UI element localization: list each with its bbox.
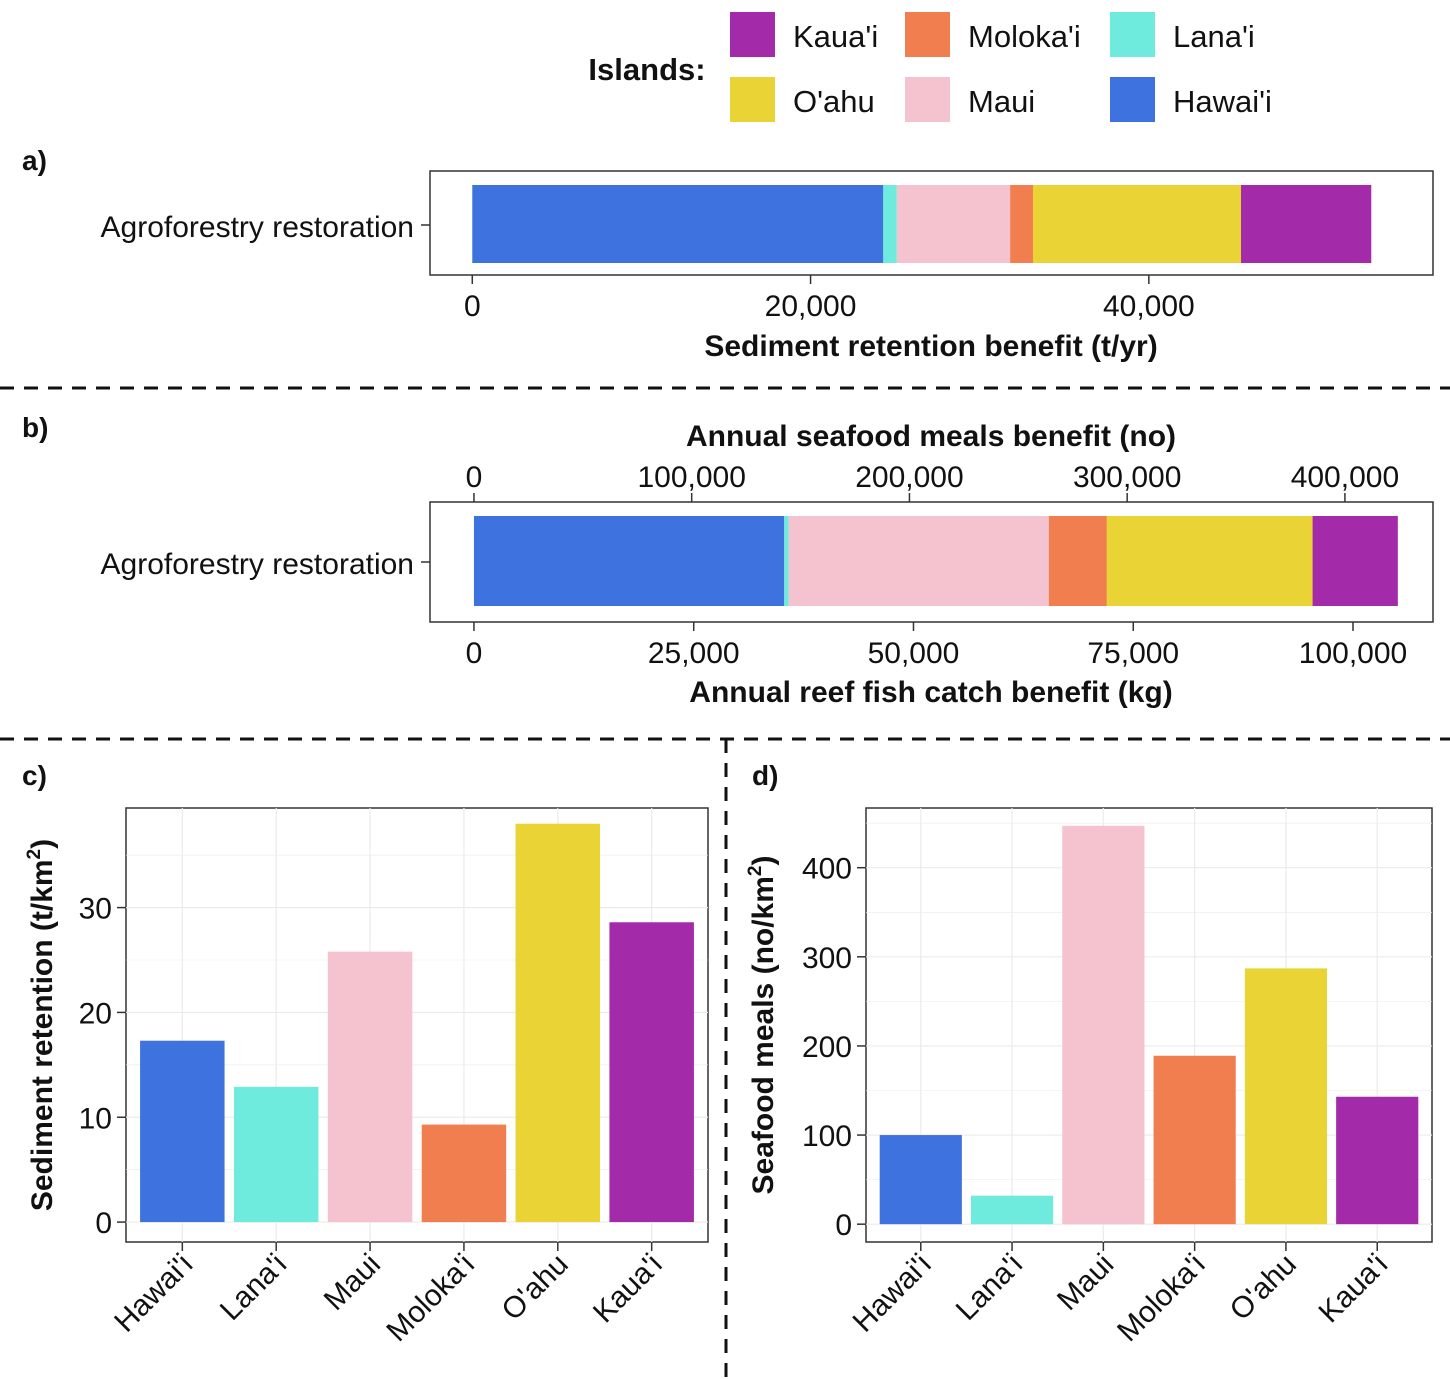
panel-d-ytick-label: 300 — [802, 942, 852, 975]
panel-c-bar-kaua-i — [609, 922, 694, 1223]
panel-label-b: b) — [22, 412, 48, 443]
panel-b-xlabel: Annual reef fish catch benefit (kg) — [689, 676, 1172, 709]
panel-d-xtick-label-lana-i: Lana'i — [950, 1248, 1029, 1327]
panel-c-ylabel-end: ) — [26, 839, 59, 849]
legend-key-moloka-i — [905, 12, 950, 57]
panel-a-bar-moloka-i — [1010, 185, 1033, 263]
panel-b-xtick-label: 0 — [466, 637, 483, 670]
panel-c-xtick-label-lana-i: Lana'i — [214, 1248, 293, 1327]
legend-key-lana-i — [1110, 12, 1155, 57]
panel-c-xtick-label-o-ahu: O'ahu — [495, 1248, 574, 1327]
panel-d-xtick-label-maui: Maui — [1051, 1248, 1120, 1317]
legend-key-o-ahu — [730, 77, 775, 122]
panel-a-bar-lana-i — [883, 185, 897, 263]
panel-d-bar-o-ahu — [1244, 968, 1328, 1225]
panel-b-bar-lana-i — [784, 516, 789, 606]
panel-c-xtick-label-moloka-i: Moloka'i — [380, 1248, 480, 1348]
panel-c-ylabel: Sediment retention (t/km2) — [24, 839, 59, 1211]
legend-label-hawai-i: Hawai'i — [1173, 84, 1272, 119]
panel-c-xtick-label-kaua-i: Kaua'i — [587, 1248, 669, 1330]
panel-b-top-tick-label: 200,000 — [855, 461, 963, 494]
panel-c-bar-o-ahu — [515, 823, 601, 1223]
panel-b-xtick-label: 100,000 — [1299, 637, 1407, 670]
panel-c-xtick-label-maui: Maui — [318, 1248, 387, 1317]
panel-d-ytick-label: 200 — [802, 1031, 852, 1064]
panel-d-ylabel-main: Seafood meals (no/km — [747, 876, 780, 1194]
legend-title: Islands: — [588, 52, 705, 87]
panel-c-bar-maui — [327, 951, 413, 1223]
panel-b-top-tick-label: 0 — [466, 461, 483, 494]
panel-a-xtick-label: 40,000 — [1103, 290, 1195, 323]
panel-c-ylabel-sup: 2 — [24, 849, 45, 860]
panel-d-bar-kaua-i — [1336, 1096, 1419, 1225]
panel-d-bar-lana-i — [970, 1195, 1054, 1225]
panel-c-bar-lana-i — [233, 1086, 319, 1223]
panel-c-ytick-label: 20 — [79, 997, 112, 1030]
panel-b-top-tick-label: 400,000 — [1291, 461, 1399, 494]
panel-b-bar-hawai-i — [473, 516, 785, 606]
panel-label-c: c) — [22, 760, 47, 791]
panel-c-ytick-label: 10 — [79, 1102, 112, 1135]
panel-b-xtick-label: 25,000 — [648, 637, 740, 670]
panel-c-ylabel-main: Sediment retention (t/km — [26, 859, 59, 1211]
panel-a-bar-maui — [896, 185, 1011, 263]
panel-c-ytick-label: 30 — [79, 893, 112, 926]
panel-d-xtick-label-moloka-i: Moloka'i — [1111, 1248, 1211, 1348]
panel-d-ytick-label: 400 — [802, 853, 852, 886]
panel-d-xtick-label-hawai-i: Hawai'i — [847, 1248, 938, 1339]
panel-d-ylabel: Seafood meals (no/km2) — [745, 856, 780, 1195]
legend-label-lana-i: Lana'i — [1173, 19, 1255, 54]
panel-label-d: d) — [752, 760, 778, 791]
panel-a: Agroforestry restoration 0 20,000 40,000 S… — [101, 170, 1434, 363]
panel-a-xtick-label: 0 — [464, 290, 481, 323]
panel-d-bar-moloka-i — [1153, 1055, 1236, 1225]
panel-b-top-tick-label: 100,000 — [637, 461, 745, 494]
panel-d-xtick-label-kaua-i: Kaua'i — [1313, 1248, 1395, 1330]
panel-d-ylabel-end: ) — [747, 856, 780, 866]
panel-a-bar-hawai-i — [472, 185, 884, 263]
panel-b-bar-o-ahu — [1106, 516, 1313, 606]
panel-b-category-label: Agroforestry restoration — [101, 548, 414, 581]
panel-d-bar-hawai-i — [879, 1135, 962, 1225]
legend-label-moloka-i: Moloka'i — [968, 19, 1081, 54]
panel-c-bar-moloka-i — [421, 1124, 507, 1223]
panel-b: Annual seafood meals benefit (no) Agrofo… — [101, 420, 1434, 709]
panel-a-xtick-label: 20,000 — [765, 290, 857, 323]
legend: Islands: Kaua'i Moloka'i Lana'i O'ahu Maui Ha… — [588, 12, 1272, 122]
panel-label-a: a) — [22, 145, 47, 176]
panel-a-bar-o-ahu — [1032, 185, 1242, 263]
panel-b-top-tick-label: 300,000 — [1073, 461, 1181, 494]
panel-b-bar-maui — [788, 516, 1049, 606]
legend-label-o-ahu: O'ahu — [793, 84, 875, 119]
legend-label-kaua-i: Kaua'i — [793, 19, 878, 54]
panel-b-xtick-label: 50,000 — [868, 637, 960, 670]
panel-b-top-label: Annual seafood meals benefit (no) — [686, 420, 1176, 453]
panel-a-xlabel: Sediment retention benefit (t/yr) — [704, 330, 1157, 363]
legend-key-maui — [905, 77, 950, 122]
panel-c-bar-hawai-i — [140, 1040, 225, 1223]
panel-b-bar-moloka-i — [1048, 516, 1107, 606]
panel-b-xtick-label: 75,000 — [1087, 637, 1179, 670]
panel-b-bar-kaua-i — [1312, 516, 1398, 606]
legend-key-kaua-i — [730, 12, 775, 57]
panel-c-xtick-label-hawai-i: Hawai'i — [108, 1248, 199, 1339]
legend-label-maui: Maui — [968, 84, 1035, 119]
panel-c-ytick-label: 0 — [95, 1207, 112, 1240]
panel-a-bar-kaua-i — [1241, 185, 1372, 263]
panel-d-ytick-label: 0 — [835, 1209, 852, 1242]
legend-key-hawai-i — [1110, 77, 1155, 122]
panel-d-bar-maui — [1062, 825, 1145, 1225]
panel-d-ylabel-sup: 2 — [745, 866, 766, 877]
panel-d-xtick-label-o-ahu: O'ahu — [1224, 1248, 1303, 1327]
panel-a-category-label: Agroforestry restoration — [101, 211, 414, 244]
panel-d-ytick-label: 100 — [802, 1120, 852, 1153]
